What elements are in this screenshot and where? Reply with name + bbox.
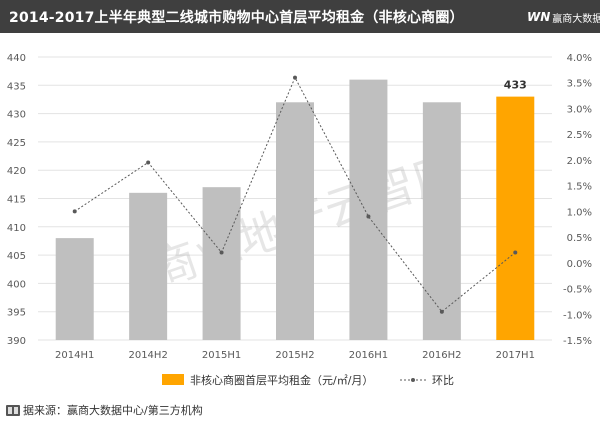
x-axis-tick-label: 2014H2 (128, 350, 167, 361)
growth-point (146, 160, 151, 165)
growth-point (293, 75, 297, 80)
right-axis-tick-label: 1.0% (567, 207, 592, 218)
right-axis-ticks: -1.5% -1.0% -0.5% 0.0% 0.5% 1.0% 1.5% 2.0% 2.5% 3… (563, 53, 592, 347)
bar (129, 192, 168, 340)
x-axis-tick-label: 2015H1 (202, 350, 241, 361)
growth-point (219, 250, 224, 255)
bars: 433 (55, 79, 535, 341)
growth-point (439, 309, 444, 314)
right-axis-tick-label: -1.0% (563, 310, 592, 321)
right-axis-tick-label: 0.0% (567, 259, 592, 270)
left-axis-tick-label: 440 (7, 53, 26, 64)
x-axis-tick-label: 2017H1 (496, 350, 535, 361)
x-axis-tick-label: 2016H2 (422, 350, 461, 361)
highlight-data-label: 433 (504, 79, 527, 92)
legend-growth-marker (411, 378, 415, 382)
left-axis-tick-label: 435 (7, 81, 26, 92)
left-axis-tick-label: 390 (7, 336, 26, 347)
left-axis-tick-label: 410 (7, 223, 26, 234)
growth-point (366, 214, 371, 219)
x-axis-tick-label: 2015H2 (275, 350, 314, 361)
right-axis-tick-label: 0.5% (567, 233, 592, 244)
left-axis-tick-label: 400 (7, 279, 26, 290)
right-axis-tick-label: 2.0% (567, 156, 592, 167)
left-axis-tick-label: 425 (7, 138, 26, 149)
brand-logo-mark: WN (527, 10, 551, 24)
left-axis-tick-label: 430 (7, 110, 26, 121)
left-axis-tick-label: 395 (7, 308, 26, 319)
right-axis-tick-label: 2.5% (567, 130, 592, 141)
data-source-icon (6, 404, 20, 416)
brand-logo: WN 赢商大数据 (527, 9, 600, 25)
bar (55, 238, 94, 340)
left-axis-tick-label: 420 (7, 166, 26, 177)
left-axis-ticks: 390 395 400 405 410 415 420 425 430 435 440 (7, 53, 26, 347)
title-bar: 2014-2017上半年典型二线城市购物中心首层平均租金（非核心商圈） WN 赢… (0, 0, 600, 33)
x-axis-tick-label: 2014H1 (55, 350, 94, 361)
left-axis-tick-label: 405 (7, 251, 26, 262)
right-axis-tick-label: -0.5% (563, 285, 592, 296)
bar (202, 187, 241, 340)
source-note: 据来源：赢商大数据中心/第三方机构 (6, 402, 203, 418)
right-axis-tick-label: 1.5% (567, 182, 592, 193)
legend: 非核心商圈首层平均租金（元/㎡/月） 环比 (162, 373, 454, 387)
growth-point (72, 209, 77, 214)
chart-title: 2014-2017上半年典型二线城市购物中心首层平均租金（非核心商圈） (9, 10, 464, 26)
left-axis-tick-label: 415 (7, 195, 26, 206)
x-axis-tick-label: 2016H1 (349, 350, 388, 361)
legend-label-rent: 非核心商圈首层平均租金（元/㎡/月） (190, 373, 373, 387)
legend-label-growth: 环比 (432, 374, 454, 387)
growth-line (72, 75, 518, 314)
bar (349, 79, 388, 340)
right-axis-tick-label: -1.5% (563, 336, 592, 347)
bar-highlight (496, 96, 535, 341)
bar (422, 102, 461, 340)
bar (276, 102, 314, 340)
right-axis-tick-label: 4.0% (567, 53, 592, 64)
brand-logo-text: 赢商大数据 (552, 13, 600, 25)
source-text: 据来源：赢商大数据中心/第三方机构 (23, 404, 203, 417)
x-axis-ticks: 2014H1 2014H2 2015H1 2015H2 2016H1 2016H2 2017… (55, 350, 535, 361)
right-axis-tick-label: 3.0% (567, 104, 592, 115)
legend-swatch-rent (162, 374, 184, 385)
right-axis-tick-label: 3.5% (567, 79, 592, 90)
growth-point (513, 250, 518, 255)
